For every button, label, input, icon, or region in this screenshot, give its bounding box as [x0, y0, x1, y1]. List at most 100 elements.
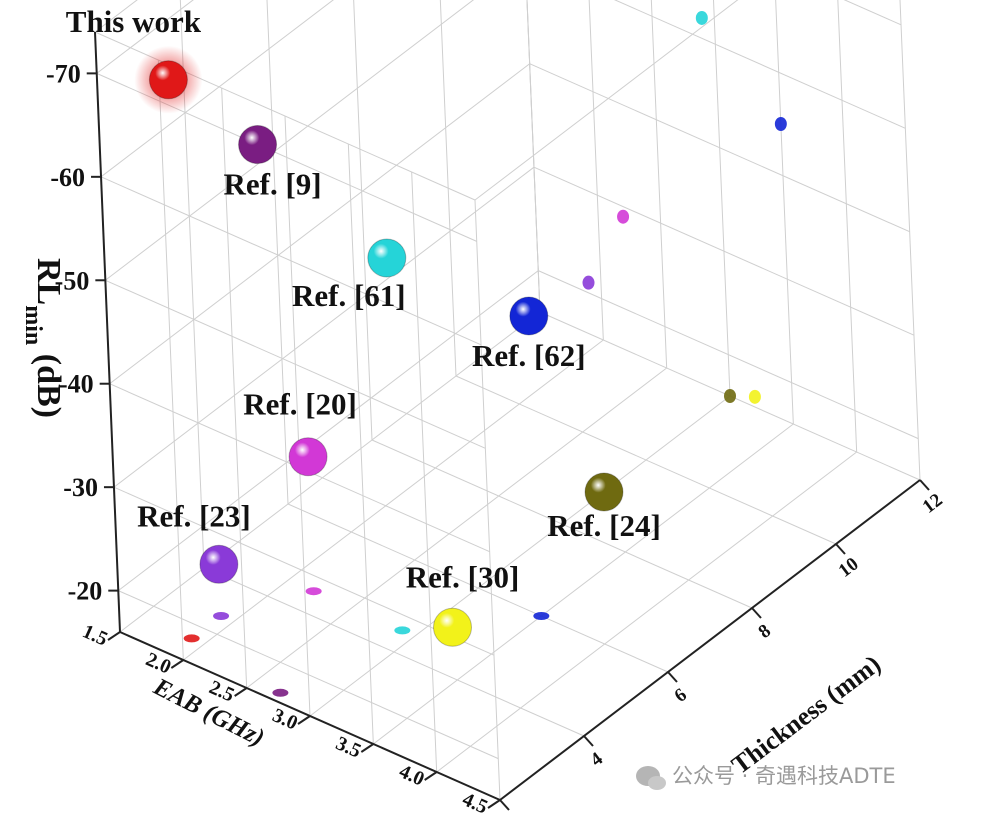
thickness-tick-label: 4 [587, 748, 608, 771]
floor-projection-dot [394, 626, 411, 635]
rl-tick-label: -20 [68, 577, 103, 606]
floor-projection-dot [213, 612, 230, 620]
point-label: Ref. [9] [223, 167, 321, 202]
bubble-point [289, 437, 328, 476]
rl-tick-label: -50 [55, 266, 90, 295]
bubble-point [433, 608, 472, 647]
point-label: Ref. [20] [243, 387, 357, 422]
thickness-tick-mark [835, 543, 846, 555]
back-wall-gridline [266, 0, 289, 505]
bubble-outline [238, 125, 278, 165]
thickness-tick-label: 6 [671, 684, 691, 706]
back-wall-gridline [526, 0, 541, 313]
eab-tick-mark [360, 743, 374, 753]
bubble-point [149, 60, 188, 99]
floor-gridline [436, 451, 857, 773]
floor-projection-dot [183, 634, 200, 643]
eab-tick-mark [424, 771, 438, 781]
left-wall-gridline [157, 59, 184, 661]
thickness-tick-mark [667, 671, 678, 683]
floor-gridline [246, 367, 667, 689]
left-wall-gridline [411, 171, 438, 773]
bubble-point [238, 125, 277, 164]
back-wall-gridline [96, 0, 194, 74]
floor-gridline [203, 567, 585, 737]
thickness-tick-mark [499, 799, 510, 811]
side-wall-gridline [712, 0, 731, 397]
bubble-outline [367, 238, 407, 278]
eab-tick-mark [487, 799, 501, 809]
left-wall-gridline [284, 115, 311, 717]
thickness-tick-mark [583, 735, 594, 747]
floor-gridline [287, 503, 669, 673]
side-wall-gridline [650, 0, 668, 369]
floor-gridline [119, 311, 541, 633]
left-wall-gridline [474, 199, 501, 801]
floor-projection-dot [272, 688, 289, 697]
bubble-point [199, 545, 238, 584]
back-wall-gridline [439, 0, 457, 377]
back-wall-gridline [105, 0, 475, 281]
side-wall-gridline [843, 0, 902, 26]
side-wall-gridline [533, 166, 915, 336]
wechat-icon [636, 766, 666, 790]
eab-tick-mark [297, 715, 311, 725]
projection-layer [183, 10, 787, 697]
side-projection-dot [582, 275, 595, 290]
axis-layer [86, 31, 930, 811]
floor-gridline [373, 423, 794, 745]
thickness-axis-line [499, 479, 921, 801]
point-label: Ref. [30] [406, 559, 520, 594]
bubble-outline [509, 296, 549, 336]
rl-tick-label: -40 [59, 370, 94, 399]
bubble-outline [288, 437, 328, 477]
eab-tick-label: 4.5 [459, 788, 491, 816]
thickness-tick-mark [919, 479, 930, 491]
thickness-axis-title: Thickness (mm) [726, 649, 886, 780]
side-wall-gridline [837, 0, 858, 453]
thickness-tick-label: 8 [755, 620, 775, 642]
box-edge [526, 0, 541, 313]
rl-tick-label: -60 [50, 163, 85, 192]
bubble-point [585, 473, 623, 511]
side-wall-gridline [588, 0, 604, 341]
bubble-point [509, 297, 548, 335]
eab-tick-mark [107, 631, 121, 641]
bubble-outline [199, 544, 239, 584]
rl-axis-line [94, 31, 121, 633]
bubble-point [367, 238, 406, 277]
thickness-tick-label: 12 [919, 490, 947, 518]
bubble-outline [433, 607, 473, 647]
thickness-tick-label: 10 [835, 554, 863, 582]
side-wall-gridline [613, 0, 906, 129]
side-projection-dot [695, 10, 708, 25]
watermark-text: 公众号 · 奇遇科技ADTE [672, 764, 896, 788]
floor-gridline [455, 375, 837, 545]
back-wall-gridline [117, 270, 539, 592]
side-projection-dot [774, 117, 787, 131]
eab-tick-mark [170, 659, 184, 669]
floor-gridline [309, 395, 731, 717]
floor-projection-dot [533, 612, 550, 620]
side-wall-gridline [529, 63, 910, 233]
back-wall-gridline [109, 63, 530, 385]
bubble-layer [134, 45, 624, 647]
floor-gridline [183, 339, 604, 661]
point-label: Ref. [23] [137, 498, 251, 533]
back-wall-gridline [100, 0, 334, 178]
point-label: Ref. [62] [472, 338, 586, 373]
eab-tick-mark [234, 687, 248, 697]
point-label: This work [66, 4, 202, 39]
side-projection-dot [748, 389, 761, 404]
thickness-tick-mark [751, 607, 762, 619]
point-label: Ref. [61] [292, 278, 406, 313]
thickness-tick-label: 2 [503, 812, 523, 816]
side-wall-gridline [538, 270, 919, 440]
left-wall-gridline [221, 87, 248, 689]
rl-tick-label: -70 [46, 59, 81, 88]
bubble-outline [148, 60, 188, 100]
floor-projection-dot [305, 587, 322, 596]
side-projection-dot [724, 389, 736, 403]
back-wall-gridline [113, 166, 535, 488]
